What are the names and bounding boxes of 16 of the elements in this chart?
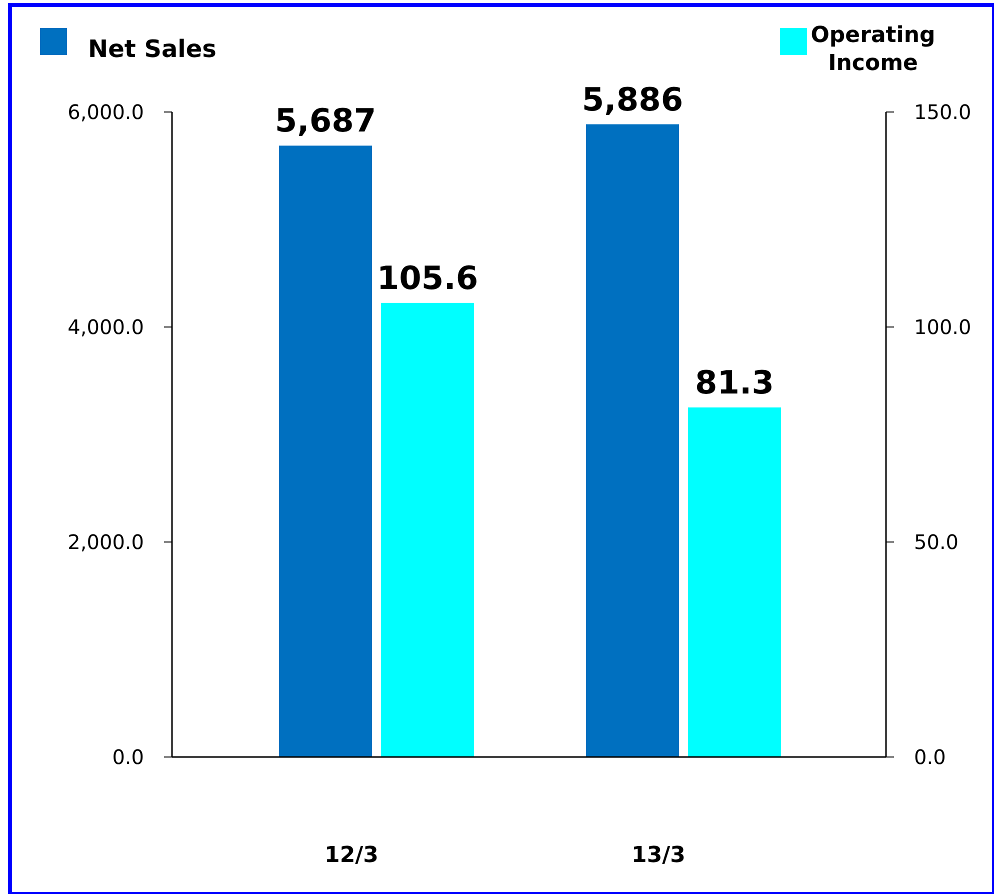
data-label: 81.3 — [695, 363, 774, 402]
y-tick-label: 0.0 — [112, 745, 144, 769]
y2-tick-label: 50.0 — [914, 530, 959, 554]
data-label: 5,886 — [582, 80, 684, 118]
y2-tick-label: 100.0 — [914, 315, 972, 339]
data-label: 105.6 — [376, 258, 478, 297]
y-tick-label: 4,000.0 — [68, 315, 144, 339]
x-tick-label: 13/3 — [632, 843, 686, 868]
x-tick-label: 12/3 — [324, 843, 378, 868]
y2-tick-label: 0.0 — [914, 745, 946, 769]
y-tick-label: 6,000.0 — [68, 100, 144, 124]
y2-tick-label: 150.0 — [914, 100, 972, 124]
legend-label: Operating Income — [810, 23, 936, 76]
y-tick-label: 2,000.0 — [68, 530, 144, 554]
legend-label: Net Sales — [88, 35, 216, 63]
data-label: 5,687 — [274, 102, 376, 140]
